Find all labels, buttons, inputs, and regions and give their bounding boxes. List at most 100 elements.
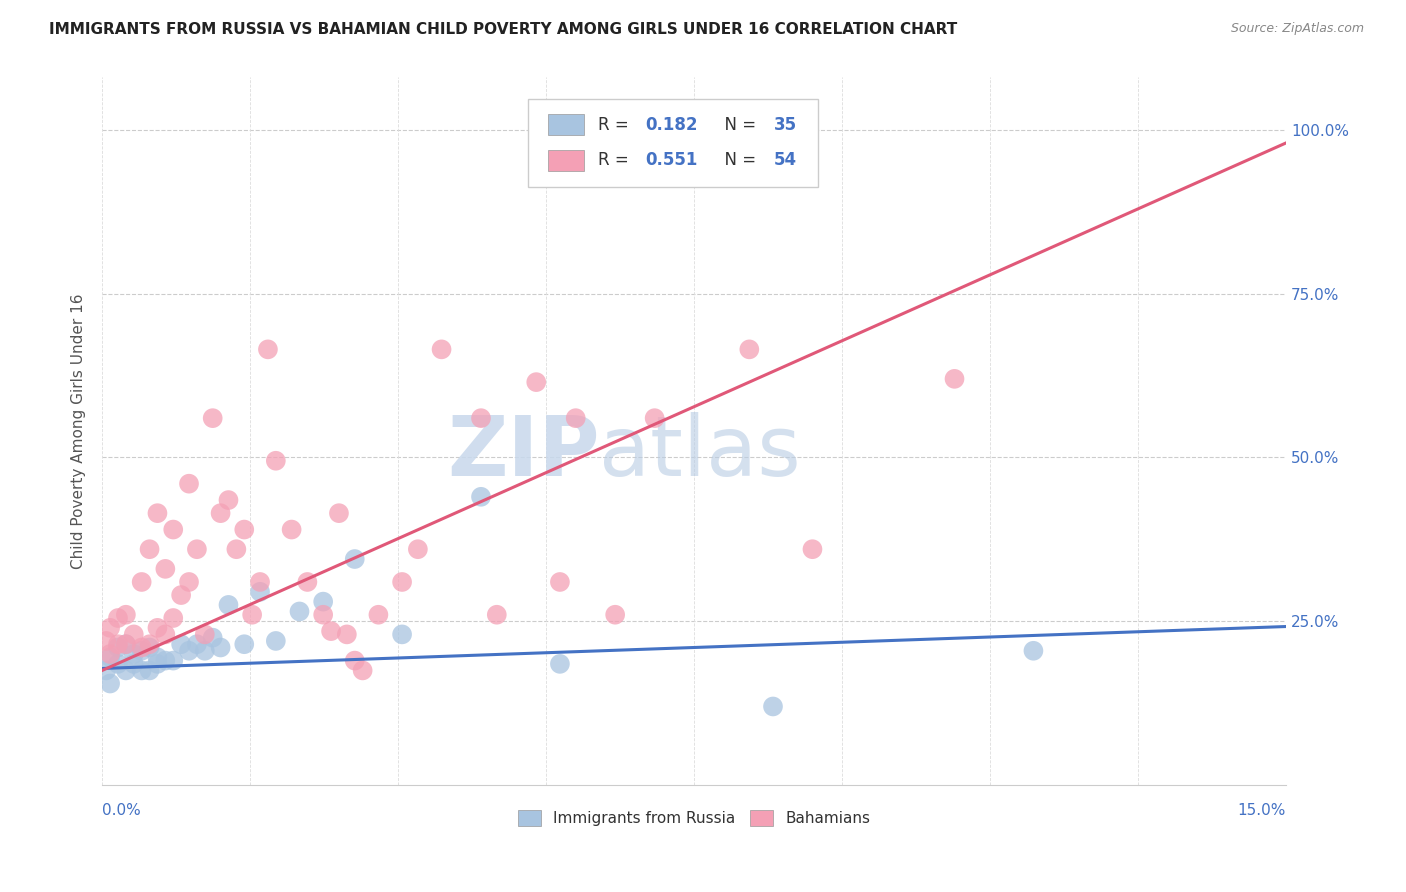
Text: ZIP: ZIP	[447, 412, 599, 493]
Text: N =: N =	[714, 116, 762, 134]
Point	[131, 664, 153, 678]
Text: R =: R =	[598, 152, 634, 169]
Point	[470, 490, 492, 504]
Legend: Immigrants from Russia, Bahamians: Immigrants from Russia, Bahamians	[510, 803, 879, 834]
Point	[115, 637, 138, 651]
Point	[138, 542, 160, 557]
Text: IMMIGRANTS FROM RUSSIA VS BAHAMIAN CHILD POVERTY AMONG GIRLS UNDER 16 CORRELATIO: IMMIGRANTS FROM RUSSIA VS BAHAMIAN CHILD…	[49, 22, 957, 37]
Point	[138, 664, 160, 678]
Point	[218, 493, 240, 508]
Point	[209, 506, 232, 520]
Point	[107, 637, 129, 651]
Point	[155, 654, 177, 668]
Point	[194, 644, 217, 658]
Point	[943, 372, 966, 386]
Point	[312, 594, 335, 608]
Point	[297, 574, 319, 589]
Point	[738, 343, 761, 357]
Point	[564, 411, 586, 425]
Text: 35: 35	[773, 116, 797, 134]
Point	[177, 476, 200, 491]
Point	[122, 657, 145, 671]
Point	[548, 657, 571, 671]
Text: 15.0%: 15.0%	[1237, 803, 1286, 818]
Point	[264, 634, 287, 648]
Point	[218, 598, 240, 612]
Point	[605, 607, 627, 622]
Point	[155, 562, 177, 576]
Point	[155, 627, 177, 641]
Point	[391, 627, 413, 641]
Point	[406, 542, 429, 557]
Point	[98, 621, 121, 635]
Point	[233, 523, 256, 537]
Point	[138, 640, 160, 655]
Point	[98, 650, 121, 665]
Point	[107, 611, 129, 625]
Point	[240, 607, 263, 622]
Point	[391, 574, 413, 589]
Point	[146, 650, 169, 665]
Text: N =: N =	[714, 152, 762, 169]
Point	[131, 640, 153, 655]
Point	[367, 607, 389, 622]
Text: R =: R =	[598, 116, 634, 134]
Point	[470, 411, 492, 425]
Point	[115, 607, 138, 622]
FancyBboxPatch shape	[548, 150, 583, 171]
Point	[186, 542, 208, 557]
Point	[177, 644, 200, 658]
Point	[98, 647, 121, 661]
Point	[801, 542, 824, 557]
Point	[319, 624, 342, 639]
Point	[249, 584, 271, 599]
Point	[249, 574, 271, 589]
Point	[201, 411, 224, 425]
Point	[343, 654, 366, 668]
Text: 0.182: 0.182	[645, 116, 697, 134]
Point	[288, 604, 311, 618]
Point	[233, 637, 256, 651]
Point	[162, 523, 184, 537]
Text: Source: ZipAtlas.com: Source: ZipAtlas.com	[1230, 22, 1364, 36]
Text: 0.551: 0.551	[645, 152, 697, 169]
Point	[194, 627, 217, 641]
Text: atlas: atlas	[599, 412, 801, 493]
Point	[209, 640, 232, 655]
Point	[1022, 644, 1045, 658]
Point	[186, 637, 208, 651]
Point	[107, 640, 129, 655]
Point	[312, 607, 335, 622]
Point	[96, 664, 118, 678]
Point	[328, 506, 350, 520]
Point	[201, 631, 224, 645]
Point	[336, 627, 359, 641]
Point	[115, 637, 138, 651]
Point	[115, 664, 138, 678]
Point	[280, 523, 302, 537]
FancyBboxPatch shape	[529, 99, 818, 187]
Point	[177, 574, 200, 589]
Point	[131, 574, 153, 589]
Y-axis label: Child Poverty Among Girls Under 16: Child Poverty Among Girls Under 16	[72, 293, 86, 569]
Point	[131, 644, 153, 658]
Point	[170, 637, 193, 651]
Point	[762, 699, 785, 714]
Point	[644, 411, 666, 425]
Point	[264, 454, 287, 468]
Point	[548, 574, 571, 589]
FancyBboxPatch shape	[548, 114, 583, 136]
Point	[146, 657, 169, 671]
Point	[257, 343, 280, 357]
Point	[138, 637, 160, 651]
Point	[98, 676, 121, 690]
Point	[343, 552, 366, 566]
Point	[524, 375, 547, 389]
Point	[122, 627, 145, 641]
Point	[162, 654, 184, 668]
Point	[352, 664, 374, 678]
Text: 54: 54	[773, 152, 797, 169]
Point	[107, 657, 129, 671]
Text: 0.0%: 0.0%	[103, 803, 141, 818]
Point	[485, 607, 508, 622]
